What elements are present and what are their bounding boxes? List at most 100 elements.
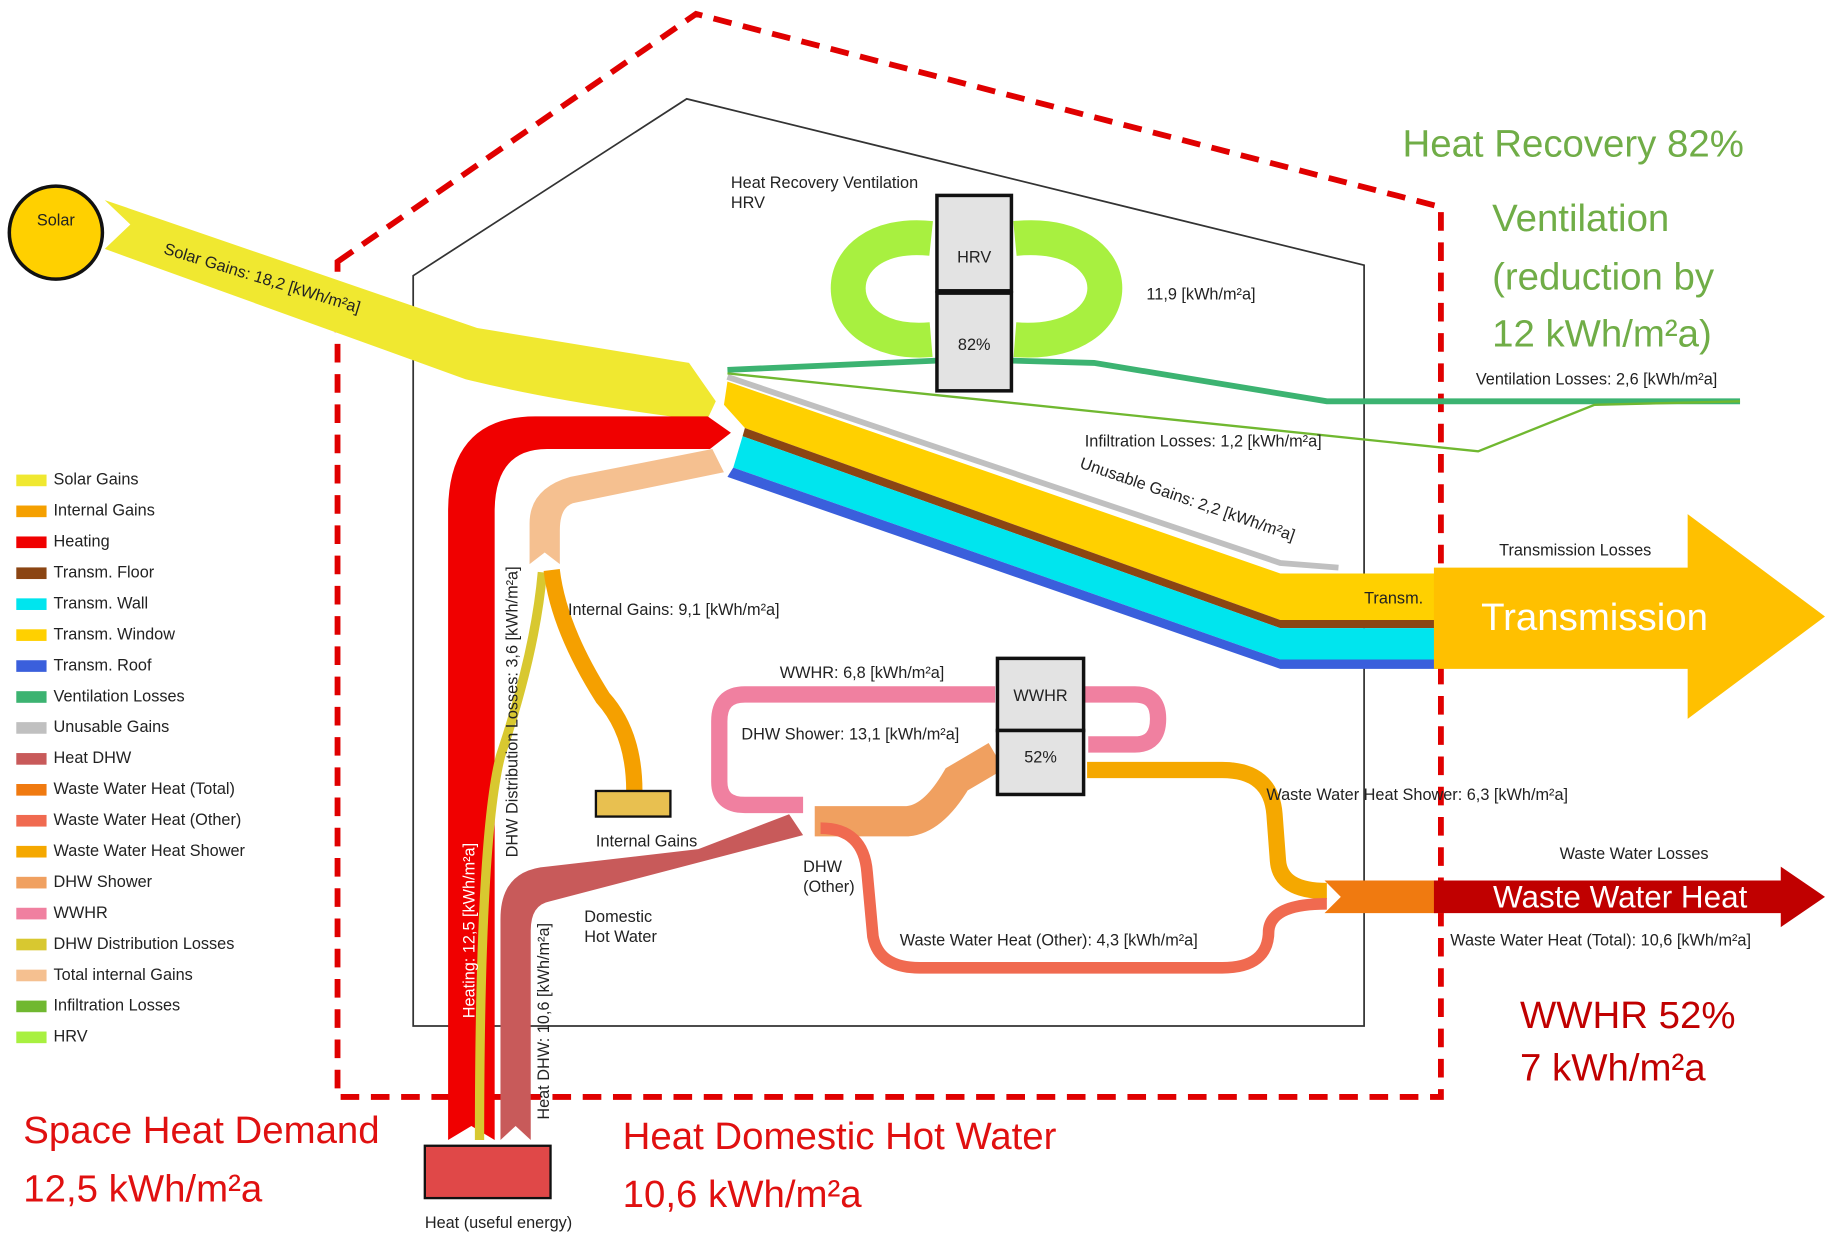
legend: Solar Gains Internal Gains Heating Transm. … [16, 471, 246, 1046]
waste-water-shower-flow [1087, 761, 1328, 900]
annotation: Space Heat Demand [23, 1109, 379, 1152]
legend-swatch [16, 567, 47, 580]
node-label: Domestic [584, 908, 652, 926]
node-label: (Other) [803, 878, 855, 896]
legend-label: Internal Gains [54, 502, 155, 520]
total-internal-gains-flow [529, 448, 724, 565]
annotation: Heat Recovery 82% [1403, 123, 1744, 166]
node-label: HRV [957, 249, 991, 267]
wwhr-box [995, 656, 1086, 733]
dhw-distribution-flow [474, 571, 548, 1140]
internal-gains-node [594, 789, 672, 818]
node-label: 82% [958, 336, 991, 354]
legend-label: Transm. Wall [54, 594, 149, 612]
annotation: Heat Domestic Hot Water [623, 1115, 1057, 1158]
flow-label: WWHR: 6,8 [kWh/m²a] [780, 664, 945, 682]
flow-label: DHW Shower: 13,1 [kWh/m²a] [741, 725, 959, 743]
legend-label: Heating [54, 533, 110, 551]
infiltration-losses-flow [727, 372, 1741, 453]
node-label: Hot Water [584, 928, 657, 946]
legend-label: Unusable Gains [54, 718, 170, 736]
flow-label: Heating: 12,5 [kWh/m²a] [461, 843, 479, 1018]
legend-label: Transm. Window [54, 625, 176, 643]
legend-label: DHW Distribution Losses [54, 935, 235, 953]
flow-label: Waste Water Losses [1560, 845, 1709, 863]
legend-swatch [16, 1031, 47, 1044]
waste-water-total-flow [1324, 880, 1444, 914]
heat-dhw-flow [500, 814, 804, 1140]
legend-swatch [16, 598, 47, 610]
flow-label: Transm. [1364, 589, 1423, 607]
legend-label: Waste Water Heat Shower [54, 842, 246, 860]
ventilation-losses-flow [727, 357, 1741, 405]
annotation: Transmission [1481, 596, 1708, 639]
legend-swatch [16, 474, 47, 487]
legend-label: HRV [54, 1028, 88, 1046]
node-label: WWHR [1013, 687, 1067, 705]
annotation: Ventilation [1492, 197, 1669, 240]
flow-label: Waste Water Heat Shower: 6,3 [kWh/m²a] [1266, 786, 1568, 804]
flow-label: Internal Gains: 9,1 [kWh/m²a] [568, 601, 780, 619]
legend-label: WWHR [54, 904, 108, 922]
heating-flow [448, 416, 731, 1140]
legend-swatch [16, 876, 47, 889]
legend-swatch [16, 629, 47, 641]
legend-swatch [16, 536, 47, 549]
flow-label: Waste Water Heat (Other): 4,3 [kWh/m²a] [900, 931, 1198, 949]
legend-swatch [16, 1000, 47, 1013]
flow-label: Ventilation Losses: 2,6 [kWh/m²a] [1476, 371, 1717, 389]
wwhr-loop-right [1083, 686, 1167, 753]
transmission-arrow [1433, 514, 1825, 719]
legend-label: Waste Water Heat (Total) [54, 780, 235, 798]
legend-label: Transm. Floor [54, 564, 155, 582]
legend-label: Total internal Gains [54, 966, 193, 984]
flow-label: Waste Water Heat (Total): 10,6 [kWh/m²a] [1450, 931, 1751, 949]
internal-gains-flow [543, 568, 643, 792]
annotation: WWHR 52% [1520, 994, 1735, 1037]
annotation: (reduction by [1492, 255, 1715, 298]
legend-swatch [16, 660, 47, 672]
transm-window-flow [723, 381, 1438, 620]
waste-water-arrow [1433, 866, 1825, 928]
flow-label: Transmission Losses [1499, 542, 1651, 560]
annotation: 12,5 kWh/m²a [23, 1167, 263, 1210]
legend-swatch [16, 845, 47, 858]
annotation: Waste Water Heat [1493, 879, 1748, 914]
flow-label: 11,9 [kWh/m²a] [1146, 286, 1255, 304]
legend-swatch [16, 969, 47, 982]
legend-label: Infiltration Losses [54, 997, 181, 1015]
node-label: 52% [1024, 749, 1057, 767]
node-label: HRV [731, 194, 765, 212]
solar-flow [104, 200, 716, 422]
node-label: Internal Gains [596, 832, 697, 850]
node-label: Solar [37, 211, 76, 229]
solar-node [7, 184, 105, 281]
unusable-gains-flow [726, 374, 1339, 571]
legend-label: Ventilation Losses [54, 687, 185, 705]
legend-label: Solar Gains [54, 471, 139, 489]
wwhr-loop-left [711, 686, 996, 814]
legend-swatch [16, 814, 47, 827]
wwhr-efficiency-box [995, 728, 1086, 797]
legend-label: DHW Shower [54, 873, 153, 891]
legend-swatch [16, 505, 47, 518]
legend-label: Heat DHW [54, 749, 132, 767]
hrv-loop-right [1013, 220, 1123, 358]
flow-label: Infiltration Losses: 1,2 [kWh/m²a] [1085, 432, 1322, 450]
legend-label: Waste Water Heat (Other) [54, 811, 242, 829]
legend-swatch [16, 753, 47, 765]
dhw-shower-flow [814, 743, 1004, 837]
hrv-loop-left [830, 220, 933, 358]
node-label: Heat Recovery Ventilation [731, 174, 918, 192]
annotation: 12 kWh/m²a) [1492, 312, 1712, 355]
legend-swatch [16, 938, 47, 951]
hrv-box [935, 193, 1014, 293]
legend-swatch [16, 722, 47, 734]
waste-water-other-flow [820, 822, 1327, 974]
legend-swatch [16, 691, 47, 703]
heat-node [423, 1144, 552, 1200]
annotation: 7 kWh/m²a [1520, 1046, 1706, 1089]
annotation: 10,6 kWh/m²a [623, 1173, 863, 1216]
node-label: DHW [803, 858, 843, 876]
